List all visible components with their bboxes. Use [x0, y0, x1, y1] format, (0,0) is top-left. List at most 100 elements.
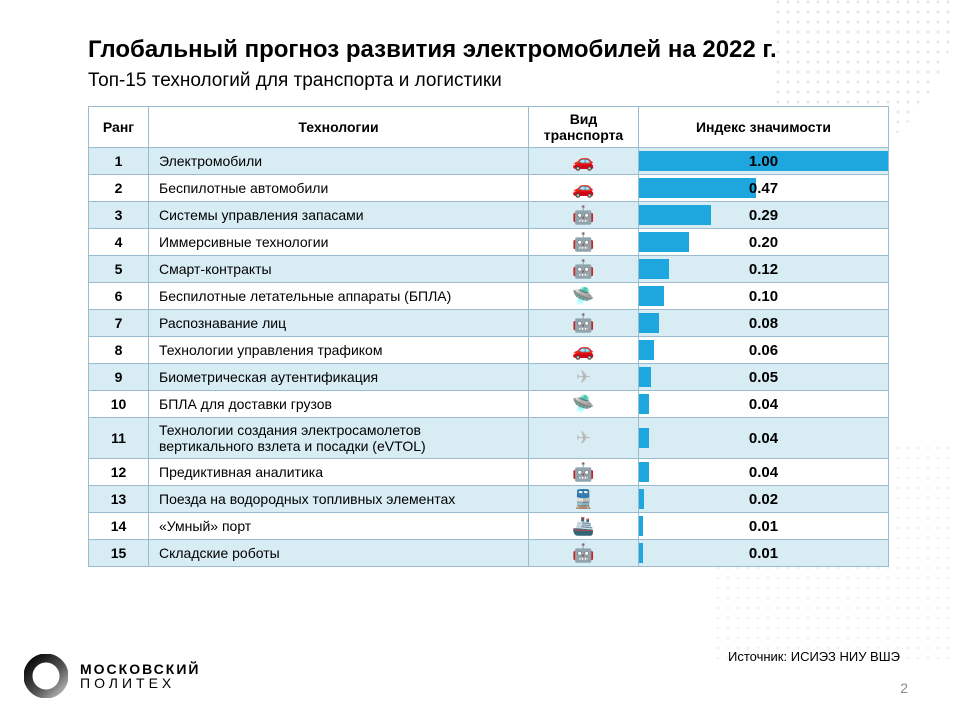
index-value: 0.04	[639, 464, 888, 481]
index-value: 0.05	[639, 369, 888, 386]
cell-technology: Биометрическая аутентификация	[149, 364, 529, 391]
cell-rank: 7	[89, 310, 149, 337]
cell-rank: 10	[89, 391, 149, 418]
index-value: 0.02	[639, 491, 888, 508]
cell-rank: 6	[89, 283, 149, 310]
robot-icon: 🤖	[572, 543, 594, 564]
table-row: 6Беспилотные летательные аппараты (БПЛА)…	[89, 283, 889, 310]
table-row: 13Поезда на водородных топливных элемент…	[89, 486, 889, 513]
robot-icon: 🤖	[572, 232, 594, 253]
index-value: 0.12	[639, 261, 888, 278]
robot-icon: 🤖	[572, 462, 594, 483]
robot-icon: 🤖	[572, 313, 594, 334]
cell-transport: 🤖	[529, 459, 639, 486]
cell-index: 0.04	[639, 391, 889, 418]
cell-index: 0.20	[639, 229, 889, 256]
col-header-rank: Ранг	[89, 107, 149, 148]
cell-index: 0.47	[639, 175, 889, 202]
index-value: 0.08	[639, 315, 888, 332]
table-row: 1Электромобили 🚗 1.00	[89, 148, 889, 175]
cell-transport: 🚆	[529, 486, 639, 513]
cell-technology: Складские роботы	[149, 540, 529, 567]
ship-icon: 🚢	[572, 516, 594, 537]
table-row: 3Системы управления запасами 🤖 0.29	[89, 202, 889, 229]
table-row: 5Смарт-контракты 🤖 0.12	[89, 256, 889, 283]
cell-rank: 11	[89, 418, 149, 459]
cell-rank: 13	[89, 486, 149, 513]
cell-transport: ✈	[529, 418, 639, 459]
cell-index: 0.29	[639, 202, 889, 229]
cell-rank: 12	[89, 459, 149, 486]
cell-technology: БПЛА для доставки грузов	[149, 391, 529, 418]
cell-rank: 9	[89, 364, 149, 391]
table-row: 14«Умный» порт🚢0.01	[89, 513, 889, 540]
cell-transport: 🛸	[529, 391, 639, 418]
col-header-index: Индекс значимости	[639, 107, 889, 148]
cell-transport: 🚗	[529, 148, 639, 175]
index-value: 0.04	[639, 396, 888, 413]
cell-technology: Иммерсивные технологии	[149, 229, 529, 256]
cell-index: 0.08	[639, 310, 889, 337]
table-row: 7Распознавание лиц 🤖 0.08	[89, 310, 889, 337]
table-row: 8Технологии управления трафиком🚗0.06	[89, 337, 889, 364]
cell-transport: 🤖	[529, 540, 639, 567]
table-row: 10БПЛА для доставки грузов 🛸 0.04	[89, 391, 889, 418]
cell-index: 0.05	[639, 364, 889, 391]
cell-technology: Смарт-контракты	[149, 256, 529, 283]
cell-transport: 🤖	[529, 310, 639, 337]
cell-index: 0.04	[639, 459, 889, 486]
cell-index: 0.01	[639, 540, 889, 567]
cell-index: 0.04	[639, 418, 889, 459]
car-icon: 🚗	[572, 178, 594, 199]
index-value: 0.47	[639, 180, 888, 197]
cell-rank: 5	[89, 256, 149, 283]
cell-transport: 🛸	[529, 283, 639, 310]
cell-rank: 3	[89, 202, 149, 229]
cell-index: 1.00	[639, 148, 889, 175]
plane-icon: ✈	[576, 367, 591, 388]
cell-technology: Технологии создания электросамолетов вер…	[149, 418, 529, 459]
cell-technology: Предиктивная аналитика	[149, 459, 529, 486]
index-value: 0.29	[639, 207, 888, 224]
cell-index: 0.01	[639, 513, 889, 540]
car-icon: 🚗	[572, 151, 594, 172]
cell-transport: 🚗	[529, 337, 639, 364]
index-value: 0.10	[639, 288, 888, 305]
drone-icon: 🛸	[572, 394, 594, 415]
col-header-transport: Вид транспорта	[529, 107, 639, 148]
robot-icon: 🤖	[572, 205, 594, 226]
cell-technology: Распознавание лиц	[149, 310, 529, 337]
table-row: 11Технологии создания электросамолетов в…	[89, 418, 889, 459]
cell-transport: 🤖	[529, 202, 639, 229]
cell-index: 0.12	[639, 256, 889, 283]
cell-technology: Поезда на водородных топливных элементах	[149, 486, 529, 513]
index-value: 0.20	[639, 234, 888, 251]
cell-rank: 2	[89, 175, 149, 202]
cell-technology: Технологии управления трафиком	[149, 337, 529, 364]
slide-title: Глобальный прогноз развития электромобил…	[88, 36, 906, 64]
table-row: 12Предиктивная аналитика 🤖 0.04	[89, 459, 889, 486]
robot-icon: 🤖	[572, 259, 594, 280]
car-icon: 🚗	[572, 340, 594, 361]
cell-technology: Электромобили	[149, 148, 529, 175]
cell-transport: 🚗	[529, 175, 639, 202]
cell-rank: 1	[89, 148, 149, 175]
cell-technology: Беспилотные летательные аппараты (БПЛА)	[149, 283, 529, 310]
index-value: 0.06	[639, 342, 888, 359]
cell-transport: 🤖	[529, 229, 639, 256]
table-row: 2Беспилотные автомобили 🚗 0.47	[89, 175, 889, 202]
table-row: 9Биометрическая аутентификация ✈ 0.05	[89, 364, 889, 391]
drone-icon: 🛸	[572, 286, 594, 307]
table-row: 15Складские роботы🤖0.01	[89, 540, 889, 567]
slide-subtitle: Топ-15 технологий для транспорта и логис…	[88, 70, 906, 92]
cell-technology: «Умный» порт	[149, 513, 529, 540]
cell-index: 0.02	[639, 486, 889, 513]
index-value: 0.01	[639, 518, 888, 535]
technologies-table: Ранг Технологии Вид транспорта Индекс зн…	[88, 106, 889, 567]
cell-rank: 4	[89, 229, 149, 256]
cell-technology: Беспилотные автомобили	[149, 175, 529, 202]
index-value: 1.00	[639, 153, 888, 170]
table-row: 4Иммерсивные технологии 🤖 0.20	[89, 229, 889, 256]
cell-technology: Системы управления запасами	[149, 202, 529, 229]
cell-transport: ✈	[529, 364, 639, 391]
